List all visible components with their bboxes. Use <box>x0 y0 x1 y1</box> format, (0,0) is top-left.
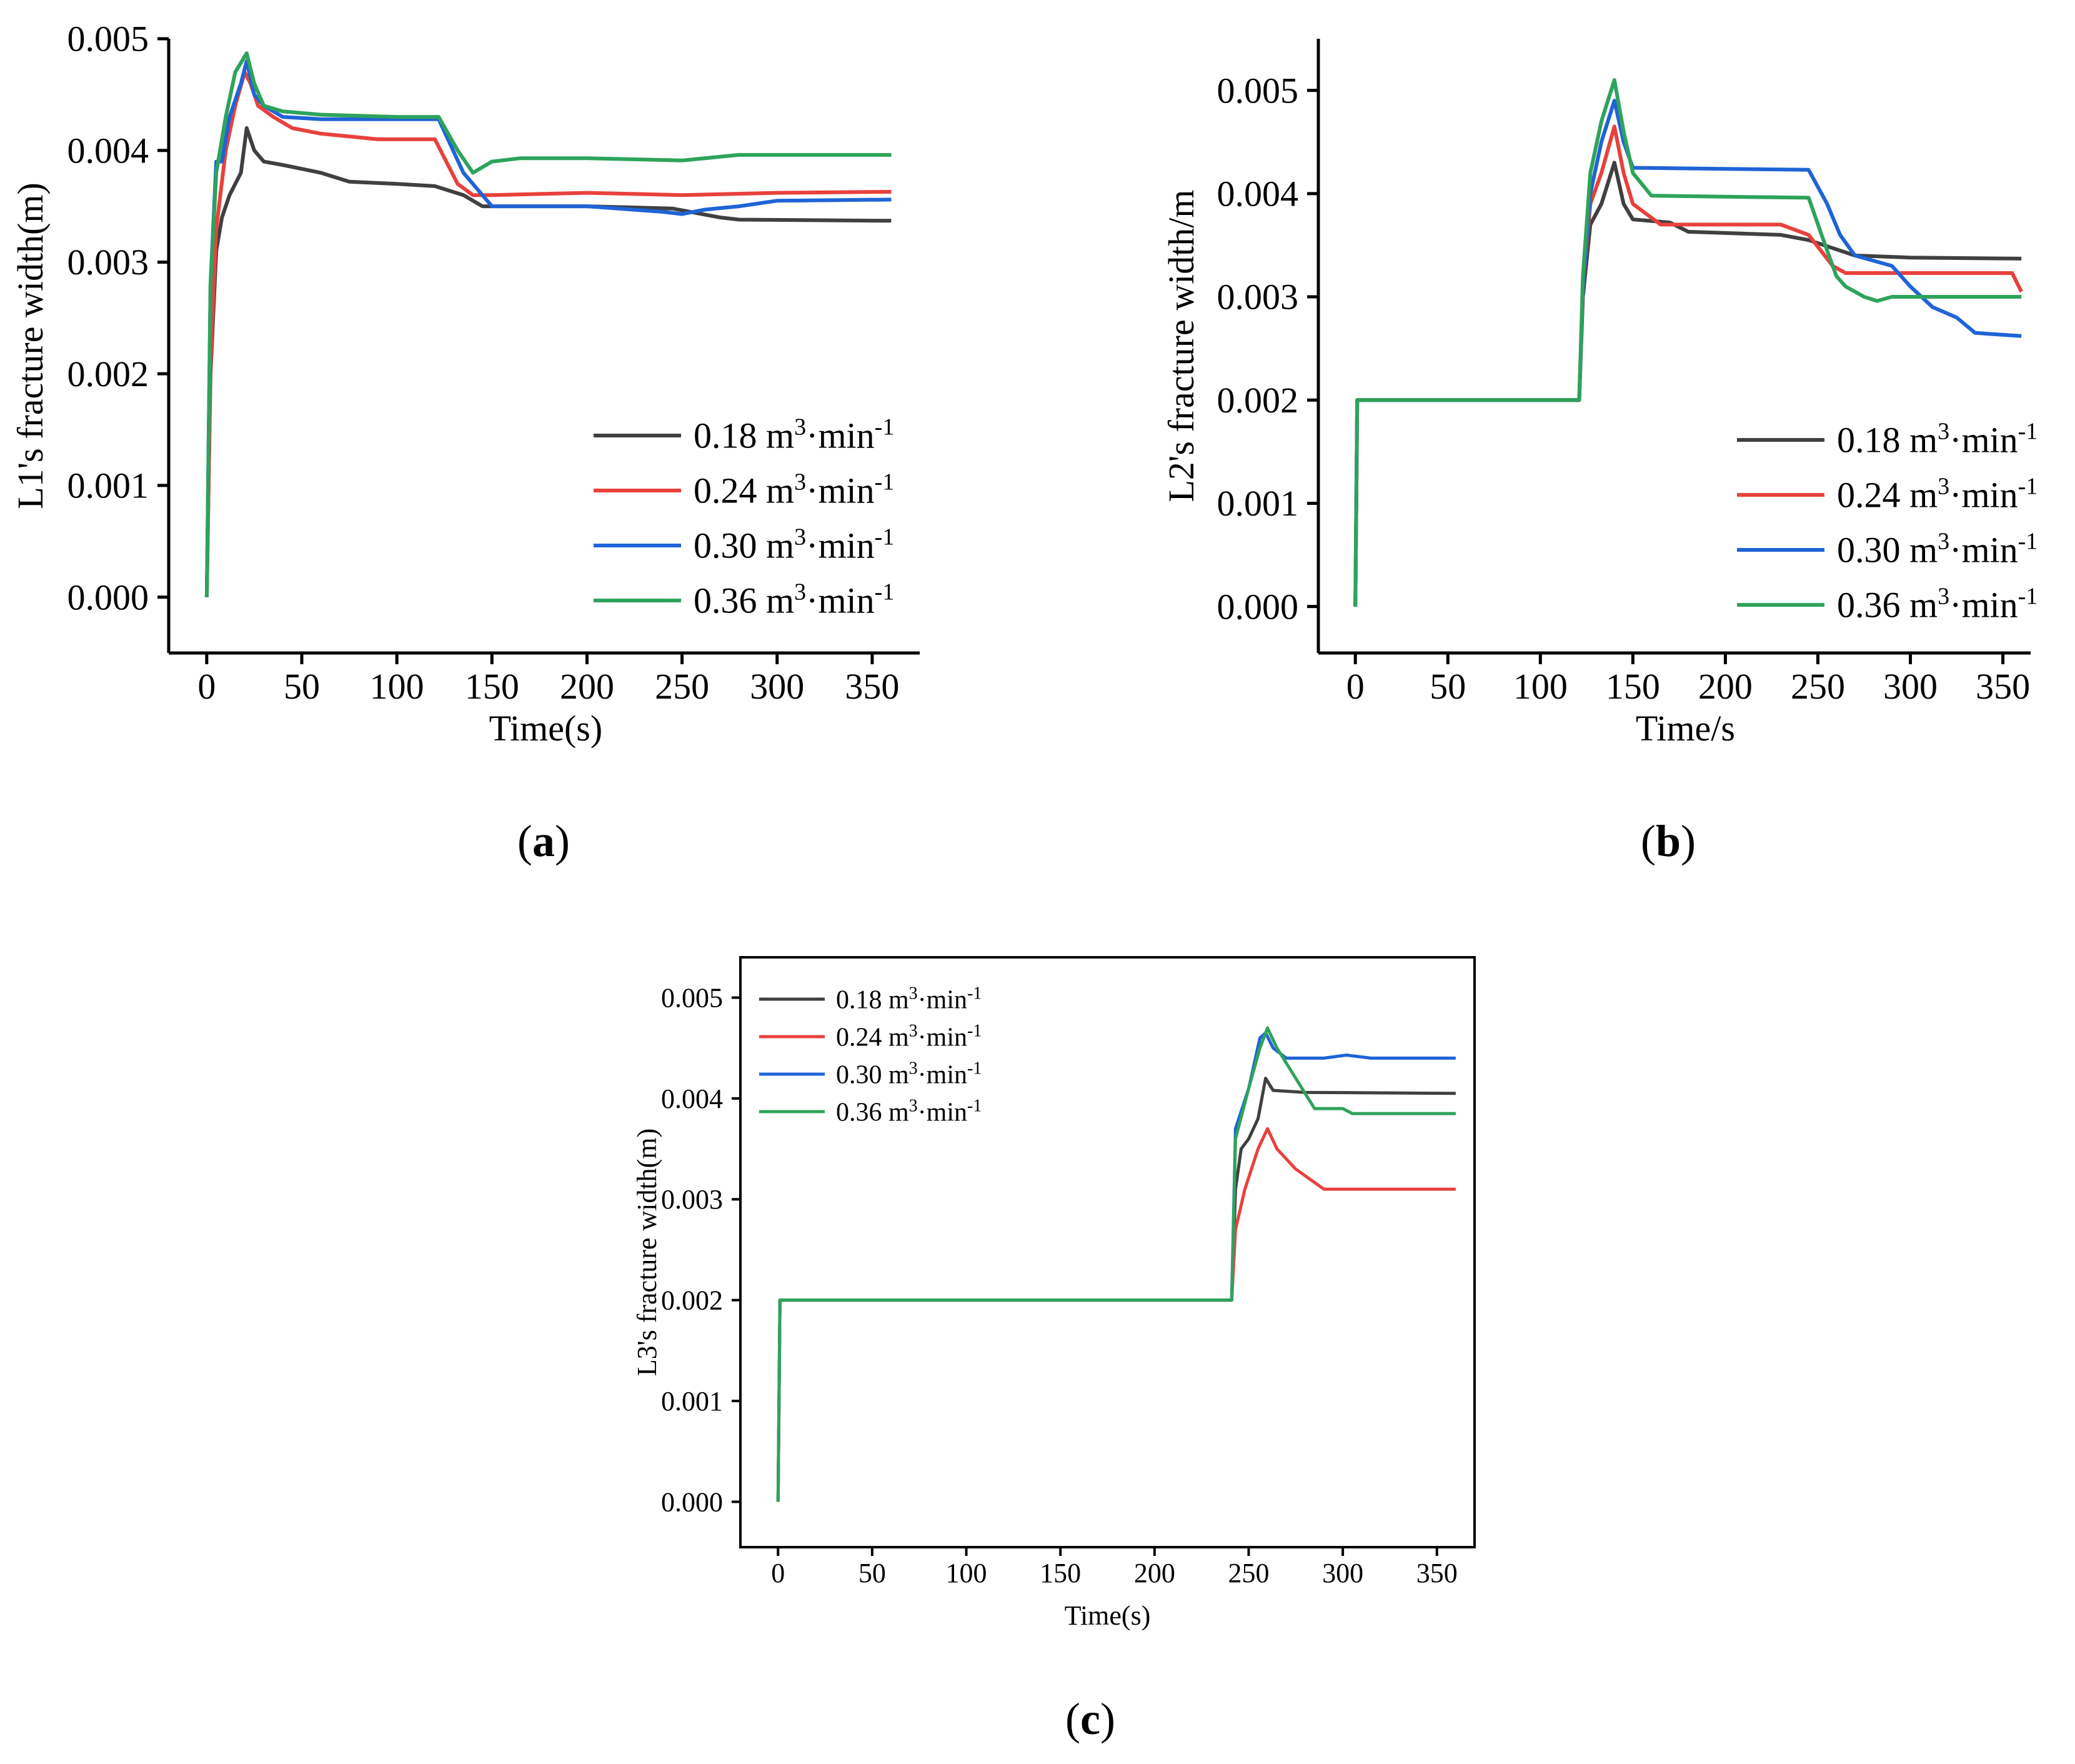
x-tick-label: 100 <box>1513 666 1568 707</box>
legend-label: 0.36 m3·min-1 <box>836 1096 982 1127</box>
legend-label: 0.36 m3·min-1 <box>1837 584 2038 625</box>
panel-label: (b) <box>1641 816 1696 866</box>
chart-a: 0 50 100 150 200 250 300 350 0.000 0.001 0.002 0.00… <box>10 19 920 866</box>
series-line-1 <box>776 1077 1456 1502</box>
y-tick-label: 0.003 <box>661 1184 723 1215</box>
series-line-2 <box>204 70 892 597</box>
y-tick-label: 0.000 <box>67 577 149 617</box>
y-axis-label: L3's fracture width(m) <box>632 1129 662 1376</box>
y-axis-label: L1's fracture width(m) <box>10 182 51 509</box>
x-axis-label: Time/s <box>1636 708 1735 749</box>
panel-label: (c) <box>1065 1694 1115 1744</box>
y-tick-label: 0.004 <box>67 130 149 171</box>
y-tick-label: 0.000 <box>661 1487 723 1517</box>
y-tick-label: 0.005 <box>661 983 723 1014</box>
legend-label: 0.18 m3·min-1 <box>836 984 982 1015</box>
series-line-1 <box>204 126 892 597</box>
x-tick-label: 250 <box>655 666 709 707</box>
x-tick-label: 350 <box>1416 1558 1458 1588</box>
x-tick-label: 0 <box>1346 666 1365 707</box>
y-tick-label: 0.000 <box>1217 586 1299 627</box>
x-tick-label: 350 <box>845 666 899 707</box>
chart-b: 0 50 100 150 200 250 300 350 0.000 0.001 0.002 0.00… <box>1161 39 2038 866</box>
y-tick-label: 0.001 <box>1217 483 1299 524</box>
y-tick-label: 0.003 <box>67 242 149 282</box>
x-tick-label: 0 <box>197 666 216 707</box>
series-line-4 <box>776 1026 1456 1502</box>
x-tick-label: 200 <box>1134 1558 1175 1588</box>
legend-label: 0.30 m3·min-1 <box>694 524 894 566</box>
x-tick-label: 300 <box>1883 666 1938 707</box>
y-axis-label: L2's fracture width/m <box>1161 189 1202 502</box>
x-tick-label: 100 <box>946 1558 987 1588</box>
y-tick-label: 0.002 <box>661 1285 723 1316</box>
y-tick-label: 0.004 <box>1217 174 1299 214</box>
y-tick-label: 0.004 <box>661 1084 723 1114</box>
legend-label: 0.24 m3·min-1 <box>1837 474 2038 516</box>
x-axis-label: Time(s) <box>489 708 603 749</box>
legend-label: 0.30 m3·min-1 <box>1837 529 2038 571</box>
legend-label: 0.24 m3·min-1 <box>836 1021 982 1052</box>
x-tick-label: 50 <box>858 1558 886 1588</box>
y-tick-label: 0.002 <box>67 354 149 394</box>
x-tick-label: 200 <box>560 666 614 707</box>
x-tick-label: 150 <box>1040 1558 1081 1588</box>
legend-label: 0.24 m3·min-1 <box>694 469 894 511</box>
series-line-4 <box>1353 78 2022 607</box>
x-tick-label: 300 <box>1322 1558 1363 1588</box>
panel-label: (a) <box>517 816 570 866</box>
legend-label: 0.18 m3·min-1 <box>1837 419 2038 461</box>
series-line-2 <box>776 1127 1456 1502</box>
plot-frame <box>739 956 1476 1548</box>
y-tick-label: 0.005 <box>1217 70 1299 111</box>
x-tick-label: 250 <box>1791 666 1845 707</box>
x-tick-label: 50 <box>1430 666 1466 707</box>
x-tick-label: 350 <box>1976 666 2030 707</box>
legend-label: 0.30 m3·min-1 <box>836 1059 982 1090</box>
series-line-3 <box>204 59 892 597</box>
x-tick-label: 150 <box>465 666 519 707</box>
x-tick-label: 0 <box>771 1558 785 1588</box>
y-tick-label: 0.005 <box>67 19 149 59</box>
x-tick-label: 150 <box>1606 666 1660 707</box>
x-tick-label: 300 <box>750 666 804 707</box>
x-tick-label: 100 <box>370 666 424 707</box>
x-tick-label: 200 <box>1698 666 1753 707</box>
x-axis-label: Time(s) <box>1065 1600 1151 1631</box>
y-tick-label: 0.002 <box>1217 380 1299 421</box>
y-tick-label: 0.001 <box>661 1386 723 1417</box>
x-tick-label: 50 <box>284 666 320 707</box>
y-tick-label: 0.003 <box>1217 277 1299 317</box>
y-tick-label: 0.001 <box>67 466 149 506</box>
legend-label: 0.18 m3·min-1 <box>694 414 894 456</box>
series-line-4 <box>204 51 892 597</box>
x-tick-label: 250 <box>1228 1558 1269 1588</box>
legend-label: 0.36 m3·min-1 <box>694 579 894 621</box>
chart-c: 0 50 100 150 200 250 300 350 0.000 0.001 0.002 0.00… <box>632 956 1476 1744</box>
